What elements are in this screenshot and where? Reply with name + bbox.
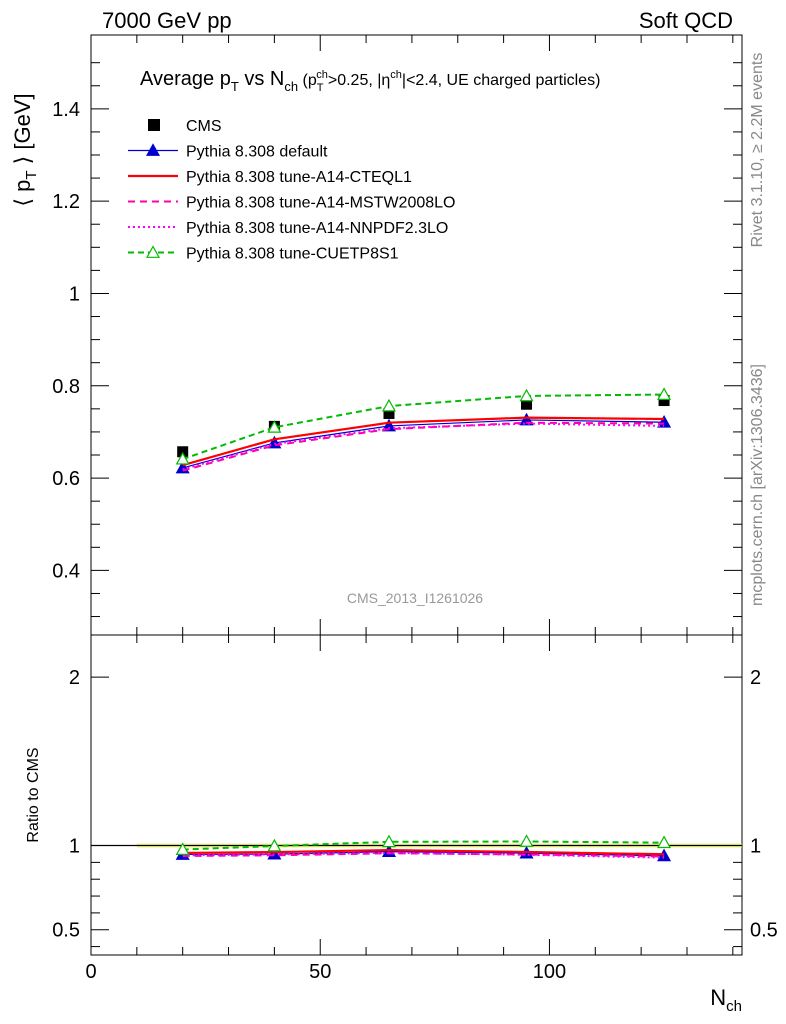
series-marker-5	[381, 398, 397, 412]
ratio-axes: 0 50 100 0.5 0.5 1 1 2 2	[52, 635, 778, 983]
legend-label-4: Pythia 8.308 tune-A14-NNPDF2.3LO	[186, 220, 448, 237]
beam-label: 7000 GeV pp	[102, 8, 232, 33]
ratio-marker-4	[175, 842, 190, 855]
series-marker-5	[657, 387, 672, 400]
ratio-y-tick-label: 2	[69, 667, 80, 689]
y-tick-label: 1	[69, 283, 80, 305]
y-tick-label: 0.6	[52, 468, 80, 490]
cms-data-point	[521, 398, 533, 410]
series-marker-5	[175, 451, 190, 465]
plot-title: Average pT vs Nch (pTch>0.25, |ηch|<2.4,…	[140, 68, 600, 94]
x-axis-label: Nch	[710, 985, 742, 1015]
legend-label-5: Pythia 8.308 tune-CUETP8S1	[186, 246, 399, 263]
ratio-y-tick-label: 0.5	[52, 920, 80, 942]
legend-label-0: CMS	[186, 118, 222, 135]
series-marker-5	[519, 388, 534, 402]
y-tick-label: 0.8	[52, 376, 80, 398]
legend-marker-cms	[148, 119, 160, 131]
ratio-line-1	[182, 848, 665, 856]
legend-label-2: Pythia 8.308 tune-A14-CTEQL1	[186, 169, 412, 186]
x-tick-label: 0	[85, 961, 96, 983]
series-marker-1	[381, 418, 397, 432]
cms-data-point	[658, 395, 670, 407]
cms-data-point	[383, 407, 395, 419]
rivet-label: Rivet 3.1.10, ≥ 2.2M events	[749, 53, 766, 248]
y-tick-label: 0.4	[52, 560, 80, 582]
main-series	[175, 387, 672, 474]
ratio-y-tick-label-right: 1	[750, 836, 761, 858]
ratio-line-3	[182, 851, 665, 859]
y-tick-label: 1.4	[52, 99, 80, 121]
mcplots-label: mcplots.cern.ch [arXiv:1306.3436]	[749, 364, 766, 606]
ratio-line-4	[182, 840, 665, 851]
legend-label-3: Pythia 8.308 tune-A14-MSTW2008LO	[186, 195, 455, 212]
legend-marker-5	[145, 245, 161, 258]
ratio-y-axis-label: Ratio to CMS	[25, 747, 42, 842]
y-axis-label: ⟨ pT ⟩ [GeV]	[10, 93, 40, 206]
legend-marker-1	[145, 143, 161, 156]
ratio-y-tick-label: 1	[69, 836, 80, 858]
ratio-marker-4	[657, 835, 672, 849]
y-tick-label: 1.2	[52, 191, 80, 213]
process-label: Soft QCD	[639, 8, 733, 33]
ratio-marker-4	[267, 838, 282, 852]
x-tick-label: 50	[309, 961, 331, 983]
ratio-y-tick-label-right: 2	[750, 667, 761, 689]
main-axes: 0.4 0.6 0.8 1 1.2 1.4	[52, 35, 742, 635]
ratio-y-tick-label-right: 0.5	[750, 920, 778, 942]
legend-label-1: Pythia 8.308 default	[186, 144, 328, 161]
analysis-id-label: CMS_2013_I1261026	[347, 590, 483, 606]
ratio-series	[175, 834, 672, 862]
series-line-4	[182, 422, 665, 471]
x-tick-label: 100	[533, 961, 566, 983]
series-line-3	[182, 421, 665, 472]
ratio-plot-frame	[90, 634, 743, 956]
ratio-marker-4	[519, 834, 534, 847]
ratio-marker-4	[381, 834, 397, 848]
cms-data-point	[177, 446, 189, 458]
legend: CMS Pythia 8.308 default Pythia 8.308 tune…	[128, 118, 455, 263]
series-marker-5	[267, 420, 282, 433]
series-line-2	[182, 416, 665, 467]
